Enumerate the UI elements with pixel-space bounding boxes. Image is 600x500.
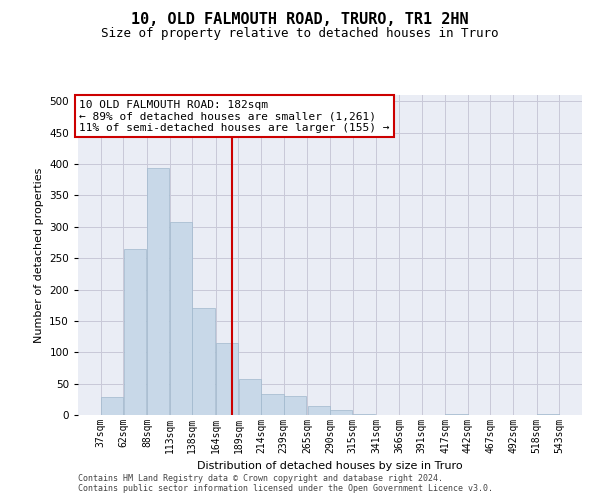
Bar bbox=[262, 394, 284, 415]
Bar bbox=[216, 343, 238, 415]
Bar bbox=[101, 398, 123, 415]
Text: Contains HM Land Registry data © Crown copyright and database right 2024.: Contains HM Land Registry data © Crown c… bbox=[78, 474, 443, 483]
Bar bbox=[147, 168, 169, 415]
Bar bbox=[193, 308, 215, 415]
Bar bbox=[239, 378, 261, 415]
X-axis label: Distribution of detached houses by size in Truro: Distribution of detached houses by size … bbox=[197, 462, 463, 471]
Bar bbox=[445, 414, 467, 415]
Text: Contains public sector information licensed under the Open Government Licence v3: Contains public sector information licen… bbox=[78, 484, 493, 493]
Bar bbox=[170, 222, 192, 415]
Bar bbox=[308, 406, 330, 415]
Bar bbox=[124, 248, 146, 415]
Bar bbox=[537, 414, 559, 415]
Text: 10 OLD FALMOUTH ROAD: 182sqm
← 89% of detached houses are smaller (1,261)
11% of: 10 OLD FALMOUTH ROAD: 182sqm ← 89% of de… bbox=[79, 100, 389, 133]
Bar bbox=[284, 396, 306, 415]
Y-axis label: Number of detached properties: Number of detached properties bbox=[34, 168, 44, 342]
Text: Size of property relative to detached houses in Truro: Size of property relative to detached ho… bbox=[101, 28, 499, 40]
Bar bbox=[330, 410, 352, 415]
Text: 10, OLD FALMOUTH ROAD, TRURO, TR1 2HN: 10, OLD FALMOUTH ROAD, TRURO, TR1 2HN bbox=[131, 12, 469, 28]
Bar bbox=[353, 414, 375, 415]
